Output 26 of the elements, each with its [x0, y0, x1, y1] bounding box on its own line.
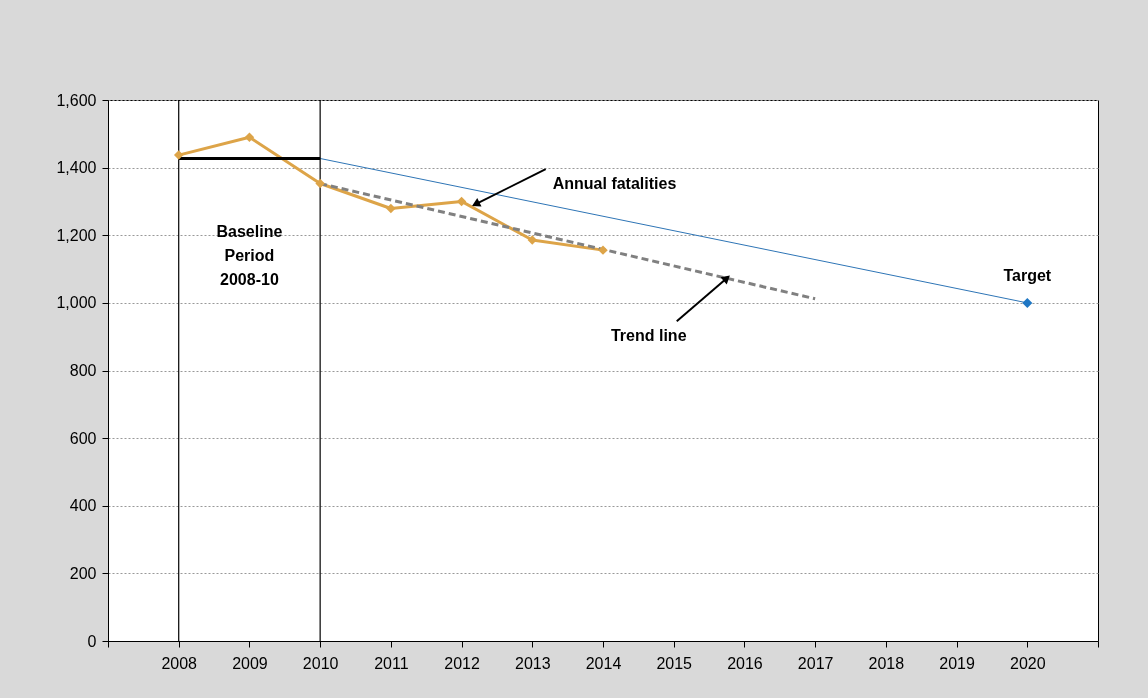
x-tick-label: 2020: [1009, 654, 1046, 672]
x-tick-label: 2019: [939, 654, 975, 672]
annotation: Annual fatalities: [552, 175, 677, 193]
x-tick-label: 2009: [232, 654, 268, 672]
x-tick-label: 2014: [585, 654, 622, 672]
y-tick-label: 800: [69, 362, 97, 379]
x-tick-label: 2010: [302, 654, 339, 672]
x-tick-label: 2008: [161, 654, 198, 672]
x-tick-label: 2013: [514, 654, 551, 672]
x-tick-label: 2012: [444, 654, 480, 672]
annotation: Trend line: [610, 327, 687, 345]
x-tick-label: 2015: [656, 654, 693, 672]
y-tick-label: 1,400: [56, 159, 97, 177]
y-tick-label: 200: [69, 564, 97, 582]
y-tick-label: 1,600: [56, 91, 97, 109]
x-tick-label: 2018: [868, 654, 905, 672]
x-tick-label: 2011: [374, 654, 409, 672]
y-tick-label: 1,000: [56, 294, 97, 312]
y-tick-label: 1,200: [56, 226, 97, 244]
y-tick-label: 400: [69, 497, 97, 515]
annotation: Target: [1003, 266, 1052, 284]
x-tick-label: 2017: [797, 654, 834, 672]
x-tick-label: 2016: [727, 654, 763, 672]
y-tick-label: 600: [69, 429, 97, 447]
y-tick-label: 0: [87, 632, 97, 650]
annotation: Baseline Period 2008-10: [216, 223, 283, 289]
